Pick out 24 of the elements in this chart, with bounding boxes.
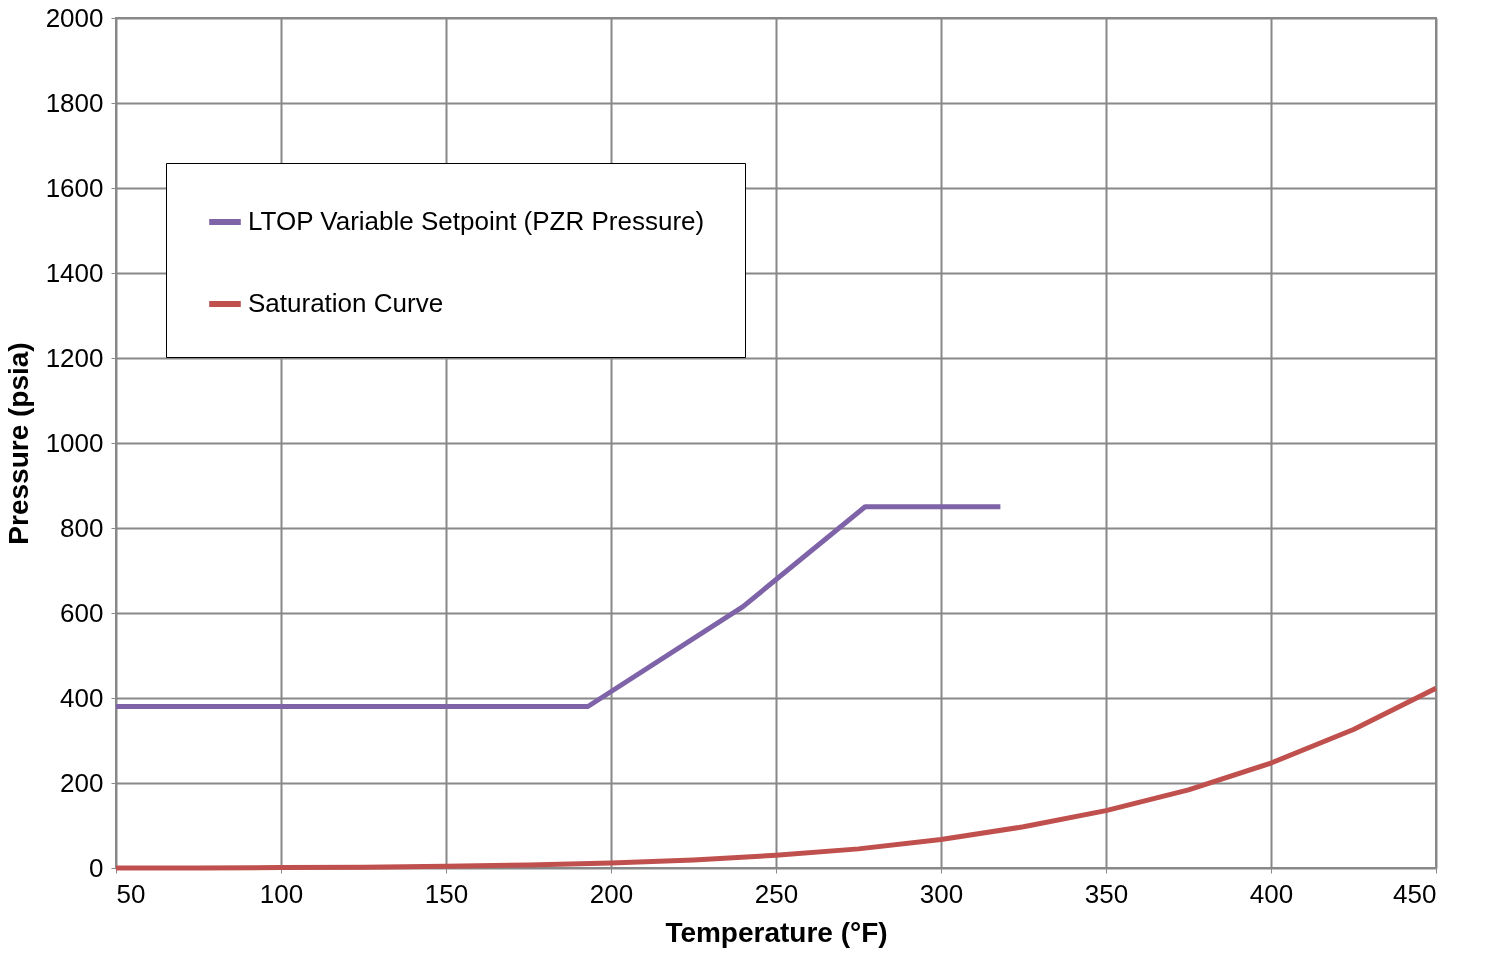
y-tick-label: 1600	[45, 172, 104, 203]
x-tick-label: 450	[1393, 878, 1437, 909]
legend-label: Saturation Curve	[248, 288, 444, 318]
x-tick-label: 300	[919, 878, 964, 909]
x-tick-label: 250	[754, 878, 799, 909]
y-tick-label: 1400	[45, 257, 104, 288]
y-tick-label: 1800	[45, 87, 104, 118]
x-tick-label: 200	[589, 878, 634, 909]
x-tick-label: 400	[1249, 878, 1294, 909]
y-tick-label: 400	[60, 682, 104, 713]
y-tick-label: 800	[60, 512, 104, 543]
y-tick-label: 1000	[45, 427, 104, 458]
y-axis-title: Pressure (psia)	[2, 342, 34, 545]
x-tick-label: 50	[116, 878, 146, 909]
y-tick-label: 0	[89, 852, 104, 883]
legend-label: LTOP Variable Setpoint (PZR Pressure)	[248, 206, 705, 236]
x-tick-label: 350	[1084, 878, 1129, 909]
y-tick-label: 200	[60, 767, 104, 798]
y-tick-label: 600	[60, 597, 104, 628]
x-axis-title: Temperature (°F)	[665, 916, 888, 948]
y-tick-label: 1200	[45, 342, 104, 373]
x-tick-label: 100	[259, 878, 304, 909]
x-tick-label: 150	[424, 878, 469, 909]
y-tick-label: 2000	[45, 2, 104, 33]
